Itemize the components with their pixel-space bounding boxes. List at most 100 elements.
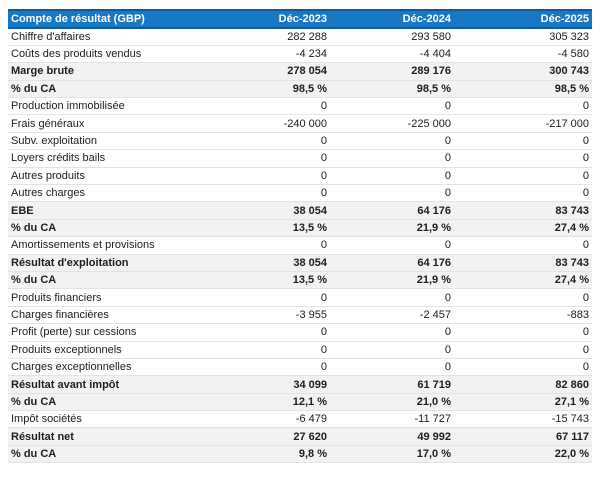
row-value-dec-2025: 0 — [454, 288, 592, 307]
row-value-dec-2025: -217 000 — [454, 114, 592, 133]
row-value-dec-2023: -4 234 — [208, 44, 330, 63]
table-row: Amortissements et provisions 0 0 0 — [8, 236, 592, 255]
row-label: Résultat net — [8, 427, 208, 446]
row-value-dec-2024: 0 — [330, 323, 454, 342]
income-statement-table-container: Compte de résultat (GBP) Déc-2023 Déc-20… — [8, 9, 592, 464]
row-label: % du CA — [8, 218, 208, 237]
row-value-dec-2025: 27,4 % — [454, 218, 592, 237]
row-value-dec-2023: 9,8 % — [208, 444, 330, 464]
row-label: Coûts des produits vendus — [8, 44, 208, 63]
row-value-dec-2024: 0 — [330, 166, 454, 185]
row-value-dec-2025: 83 743 — [454, 253, 592, 272]
row-label: Produits financiers — [8, 288, 208, 307]
row-value-dec-2024: -2 457 — [330, 305, 454, 324]
header-period-dec-2024: Déc-2024 — [330, 9, 454, 29]
row-value-dec-2024: 289 176 — [330, 62, 454, 81]
table-row: % du CA 13,5 % 21,9 % 27,4 % — [8, 218, 592, 237]
row-value-dec-2023: -6 479 — [208, 410, 330, 428]
row-value-dec-2025: 0 — [454, 236, 592, 255]
row-value-dec-2024: 17,0 % — [330, 444, 454, 464]
row-value-dec-2024: 293 580 — [411, 30, 451, 43]
row-label: Loyers crédits bails — [8, 149, 208, 168]
row-value-dec-2023: 278 054 — [208, 62, 330, 81]
row-value-dec-2023: 0 — [208, 340, 330, 359]
row-value-dec-2024: -11 727 — [330, 410, 454, 428]
row-value-dec-2024: 49 992 — [330, 427, 454, 446]
row-value-dec-2025: 82 860 — [454, 375, 592, 394]
row-label: Marge brute — [8, 62, 208, 81]
row-value-dec-2023: 282 288 — [287, 30, 327, 43]
row-value-dec-2024: 0 — [330, 184, 454, 202]
row-label: Amortissements et provisions — [8, 236, 208, 255]
table-row: Loyers crédits bails 0 0 0 — [8, 149, 592, 168]
table-row: Marge brute 278 054 289 176 300 743 — [8, 62, 592, 81]
row-value-dec-2023: 27 620 — [208, 427, 330, 446]
row-value-dec-2023: 98,5 % — [208, 79, 330, 98]
table-row: Autres charges 0 0 0 — [8, 184, 592, 202]
row-label: Chiffre d'affaires — [11, 30, 91, 43]
row-value-dec-2024: -4 404 — [330, 44, 454, 63]
table-header: Compte de résultat (GBP) Déc-2023 Déc-20… — [8, 9, 592, 29]
table-row: Coûts des produits vendus -4 234 -4 404 … — [8, 44, 592, 63]
row-value-dec-2025: -883 — [454, 305, 592, 324]
row-label: Profit (perte) sur cessions — [8, 323, 208, 342]
row-value-dec-2025: 67 117 — [454, 427, 592, 446]
row-label: % du CA — [8, 444, 208, 464]
row-value-dec-2024: 0 — [330, 131, 454, 150]
row-value-dec-2023: 0 — [208, 97, 330, 115]
table-row: Frais généraux -240 000 -225 000 -217 00… — [8, 114, 592, 133]
row-value-dec-2023: 0 — [208, 236, 330, 255]
table-row: Résultat avant impôt 34 099 61 719 82 86… — [8, 375, 592, 394]
table-row: Produits exceptionnels 0 0 0 — [8, 340, 592, 359]
row-label: % du CA — [8, 392, 208, 411]
row-value-dec-2023: 38 054 — [208, 201, 330, 220]
row-value-dec-2023: 13,5 % — [208, 270, 330, 289]
row-value-dec-2024: -225 000 — [330, 114, 454, 133]
row-value-dec-2025: 300 743 — [454, 62, 592, 81]
row-label: Charges exceptionnelles — [8, 357, 208, 376]
row-value-dec-2023: 13,5 % — [208, 218, 330, 237]
row-label: Résultat d'exploitation — [8, 253, 208, 272]
row-value-dec-2025: 83 743 — [454, 201, 592, 220]
table-row: Résultat d'exploitation 38 054 64 176 83… — [8, 253, 592, 272]
row-label: Frais généraux — [8, 114, 208, 133]
row-value-dec-2025: 0 — [454, 149, 592, 168]
table-row: % du CA 9,8 % 17,0 % 22,0 % — [8, 444, 592, 464]
table-body: Chiffre d'affaires 282 288 293 580 305 3… — [8, 28, 592, 464]
row-value-dec-2023: -240 000 — [208, 114, 330, 133]
table-row: Subv. exploitation 0 0 0 — [8, 131, 592, 150]
row-value-dec-2023: 0 — [208, 323, 330, 342]
row-value-dec-2024: 0 — [330, 97, 454, 115]
row-value-dec-2024: 21,9 % — [330, 270, 454, 289]
row-label: Autres charges — [8, 184, 208, 202]
row-value-dec-2024: 98,5 % — [330, 79, 454, 98]
table-row: Chiffre d'affaires 282 288 293 580 305 3… — [8, 28, 592, 45]
row-value-dec-2023: 0 — [208, 166, 330, 185]
row-value-dec-2025: 22,0 % — [454, 444, 592, 464]
row-value-dec-2024: 21,9 % — [330, 218, 454, 237]
row-label: Charges financières — [8, 305, 208, 324]
table-row: Charges exceptionnelles 0 0 0 — [8, 357, 592, 376]
row-value-dec-2024: 0 — [330, 357, 454, 376]
table-row: Profit (perte) sur cessions 0 0 0 — [8, 323, 592, 342]
table-row: % du CA 98,5 % 98,5 % 98,5 % — [8, 79, 592, 98]
row-label: % du CA — [8, 79, 208, 98]
table-row: Charges financières -3 955 -2 457 -883 — [8, 305, 592, 324]
header-period-dec-2025: Déc-2025 — [454, 9, 592, 29]
row-label: Subv. exploitation — [8, 131, 208, 150]
row-value-dec-2023: 34 099 — [208, 375, 330, 394]
row-value-dec-2023: 38 054 — [208, 253, 330, 272]
table-row: Impôt sociétés -6 479 -11 727 -15 743 — [8, 410, 592, 428]
row-label: Autres produits — [8, 166, 208, 185]
header-row: Compte de résultat (GBP) Déc-2023 Déc-20… — [8, 9, 592, 29]
row-value-dec-2025: 98,5 % — [454, 79, 592, 98]
table-row: EBE 38 054 64 176 83 743 — [8, 201, 592, 220]
row-value-dec-2024: 64 176 — [330, 201, 454, 220]
row-value-dec-2024: 0 — [330, 340, 454, 359]
row-value-dec-2025: 0 — [454, 323, 592, 342]
row-value-dec-2025: -4 580 — [454, 44, 592, 63]
income-statement-table: Compte de résultat (GBP) Déc-2023 Déc-20… — [8, 9, 592, 464]
row-value-dec-2025: 305 323 — [549, 30, 589, 43]
row-value-dec-2024: 0 — [330, 236, 454, 255]
row-value-dec-2023: 0 — [208, 357, 330, 376]
